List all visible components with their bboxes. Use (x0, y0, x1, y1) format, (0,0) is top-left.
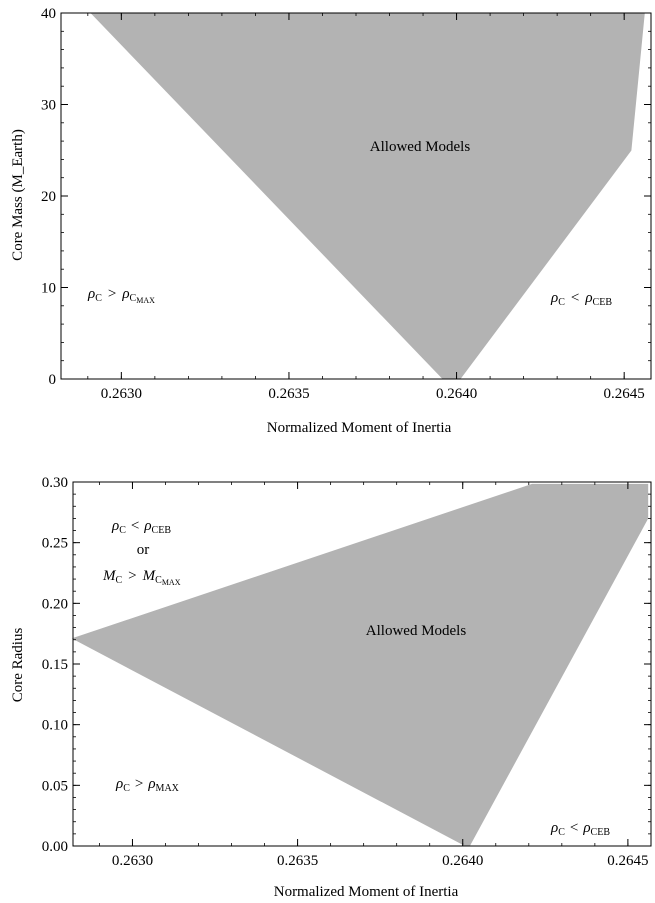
x-tick-label: 0.2630 (112, 853, 153, 869)
x-tick-label: 0.2640 (442, 853, 483, 869)
annotation-rho-c-lt-rho-ceb-top: ρC < ρCEB (111, 518, 171, 536)
y-axis-label: Core Radius (10, 628, 26, 703)
y-tick-label: 0.25 (42, 536, 68, 552)
allowed-models-label: Allowed Models (370, 139, 471, 155)
annotation-rho-c-gt-rho-max: ρC > ρMAX (115, 776, 180, 794)
y-tick-label: 0.05 (42, 778, 68, 794)
x-ticks: 0.2630 0.2635 0.2640 0.2645 (87, 13, 645, 402)
x-tick-label: 0.2630 (101, 386, 142, 402)
y-axis-label: Core Mass (M_Earth) (10, 129, 26, 261)
allowed-models-region (90, 12, 645, 380)
y-tick-label: 10 (41, 281, 56, 297)
y-tick-label: 0.10 (42, 718, 68, 734)
x-tick-label: 0.2645 (607, 853, 648, 869)
y-tick-label: 0.30 (42, 475, 68, 491)
annotation-rho-c-lt-rho-ceb-bottom: ρC < ρCEB (550, 820, 610, 838)
y-tick-label: 30 (41, 98, 56, 114)
y-tick-label: 20 (41, 189, 56, 205)
y-tick-label: 0.15 (42, 657, 68, 673)
y-ticks: 0.00 0.05 0.10 0.15 0.20 0.25 0.30 (42, 475, 651, 855)
y-tick-label: 0.20 (42, 596, 68, 612)
y-tick-label: 40 (41, 6, 56, 22)
y-tick-label: 0 (49, 372, 57, 388)
x-ticks: 0.2630 0.2635 0.2640 0.2645 (99, 482, 649, 869)
y-tick-label: 0.00 (42, 839, 68, 855)
x-axis-label: Normalized Moment of Inertia (274, 884, 459, 900)
x-tick-label: 0.2635 (268, 386, 309, 402)
x-axis-label: Normalized Moment of Inertia (267, 420, 452, 436)
allowed-models-label: Allowed Models (366, 623, 467, 639)
y-ticks: 0 10 20 30 40 (41, 6, 651, 388)
core-radius-chart: 0.2630 0.2635 0.2640 0.2645 0.00 0.05 0.10 0.1… (10, 475, 652, 900)
x-tick-label: 0.2640 (436, 386, 477, 402)
x-tick-label: 0.2645 (604, 386, 645, 402)
annotation-rho-c-gt-rho-cmax: ρC > ρCMAX (87, 286, 155, 305)
x-tick-label: 0.2635 (277, 853, 318, 869)
core-mass-chart: 0.2630 0.2635 0.2640 0.2645 0 10 20 30 40 Norma… (10, 6, 652, 436)
annotation-rho-c-lt-rho-ceb: ρC < ρCEB (550, 290, 612, 308)
annotation-mc-gt-mcmax: MC > MCMAX (102, 568, 181, 587)
annotation-or: or (137, 542, 150, 558)
